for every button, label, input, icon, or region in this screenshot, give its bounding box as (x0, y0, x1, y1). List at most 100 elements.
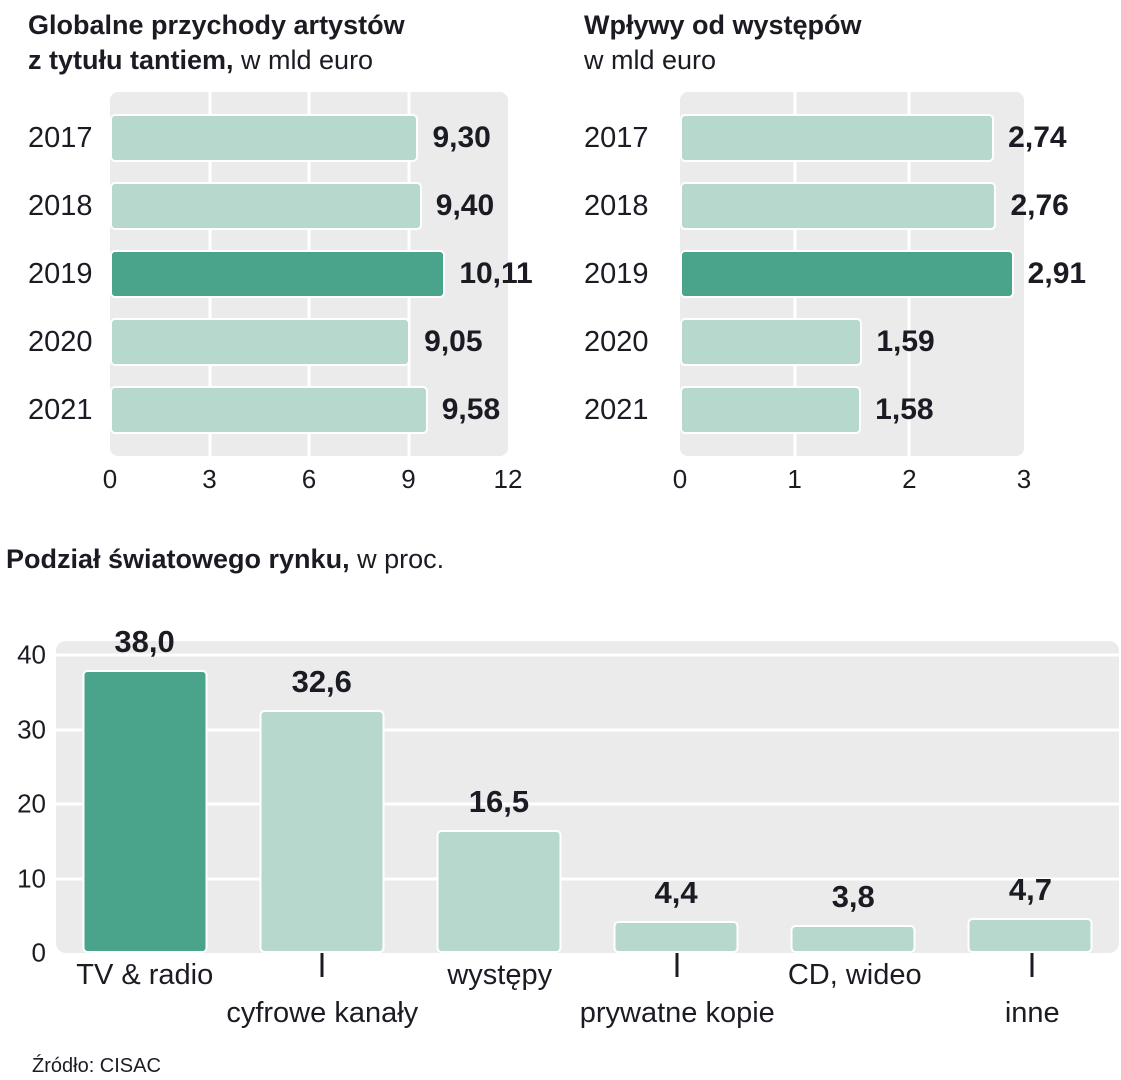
bar-row-2017: 9,30 (110, 104, 508, 172)
gridline-10 (56, 877, 1119, 881)
top-charts-row: Globalne przychody artystów z tytułu tan… (0, 0, 1121, 496)
bar-row-2018: 9,40 (110, 172, 508, 240)
value-label-2018: 2,76 (1010, 189, 1069, 223)
gridline-30 (56, 728, 1119, 732)
value-label-2017: 9,30 (432, 121, 491, 155)
bar-row-2017: 2,74 (680, 104, 1067, 172)
bar-TV & radio (82, 670, 208, 954)
x-axis: 0 1 2 3 (673, 456, 1031, 496)
year-labels-column: 2017 2018 2019 2020 2021 (584, 92, 680, 456)
value-label-2020: 9,05 (424, 325, 483, 359)
row-label-2017: 2017 (28, 121, 93, 154)
category-label-cyfrowe kanały: cyfrowe kanały (226, 997, 419, 1030)
axis-tick-1 (320, 953, 324, 978)
chart-body: 2017 2018 2019 2020 2021 9,30 9,40 10,11 9,05 9,… (28, 92, 533, 457)
bar-2019 (110, 250, 446, 299)
row-label-2020: 2020 (584, 325, 649, 358)
bar-prywatne kopie (613, 920, 739, 954)
plot-panel: 2,74 2,76 2,91 1,59 1,58 (680, 92, 1086, 457)
bar-2018 (110, 182, 422, 231)
plot-panel: 38,0 32,6 16,5 4,4 3,8 4,7 (56, 624, 1119, 954)
chart-unit-label: w mld euro (584, 45, 717, 76)
value-label-2021: 9,58 (441, 393, 501, 427)
value-label-2018: 9,40 (435, 189, 495, 223)
y-tick-label-20: 20 (17, 788, 46, 819)
bar-2020 (680, 318, 863, 367)
bar-row-2021: 9,58 (110, 376, 508, 444)
chart-title-global-royalties: Globalne przychody artystów z tytułu tan… (28, 8, 508, 78)
y-tick-label-0: 0 (31, 937, 46, 968)
x-tick-label-9: 9 (401, 464, 416, 495)
plot-panel: 9,30 9,40 10,11 9,05 9,58 (110, 92, 533, 457)
x-axis: 0 3 6 9 12 (103, 456, 523, 496)
bar-row-2020: 1,59 (680, 308, 1024, 376)
bar-cyfrowe kanały (259, 710, 385, 954)
x-tick-label-0: 0 (102, 464, 118, 495)
row-label-2021: 2021 (28, 393, 93, 426)
value-label-występy: 16,5 (468, 784, 530, 820)
value-label-2019: 10,11 (459, 257, 533, 291)
value-label-2020: 1,59 (876, 325, 935, 359)
y-tick-label-40: 40 (17, 639, 46, 670)
value-label-cyfrowe kanały: 32,6 (291, 664, 352, 700)
chart-title-performance-revenue: Wpływy od występów w mld euro (584, 8, 1024, 78)
chart-body: 0 10 20 30 40 38,0 32,6 16,5 4,4 3,8 4,7 (6, 624, 1121, 968)
chart-unit-label: w mld euro (241, 45, 374, 76)
bar-2019 (680, 250, 1014, 299)
chart-performance-revenue: Wpływy od występów w mld euro 2017 2018 20… (584, 8, 1086, 496)
category-labels-row: TV & radio cyfrowe kanały występy prywatne … (56, 953, 1121, 1053)
y-tick-label-30: 30 (17, 714, 46, 745)
chart-global-royalties: Globalne przychody artystów z tytułu tan… (28, 8, 533, 496)
value-label-CD, wideo: 3,8 (831, 878, 875, 914)
chart-body: 2017 2018 2019 2020 2021 2,74 2,76 2,91 1,59 1,5… (584, 92, 1086, 457)
x-tick-label-12: 12 (493, 464, 523, 495)
category-label-występy: występy (447, 959, 553, 992)
source-note: Źródło: CISAC (32, 1055, 161, 1078)
row-label-2019: 2019 (584, 257, 649, 290)
axis-tick-3 (675, 953, 679, 978)
row-label-2018: 2018 (28, 189, 93, 222)
category-label-prywatne kopie: prywatne kopie (579, 997, 775, 1030)
bar-row-2019: 10,11 (110, 240, 533, 308)
value-label-2017: 2,74 (1008, 121, 1067, 155)
bar-2021 (110, 386, 428, 435)
gridline-40 (56, 653, 1119, 657)
x-tick-label-3: 3 (1016, 464, 1032, 495)
value-label-prywatne kopie: 4,4 (654, 874, 698, 910)
x-tick-label-1: 1 (787, 464, 802, 495)
bar-2017 (110, 114, 419, 163)
chart-title-market-share: Podział światowego rynku, w proc. (6, 542, 1121, 577)
chart-title-bold: Wpływy od występów (584, 10, 862, 40)
value-label-TV & radio: 38,0 (114, 624, 175, 660)
category-label-CD, wideo: CD, wideo (787, 959, 922, 992)
x-tick-label-3: 3 (202, 464, 217, 495)
bar-2021 (680, 386, 862, 435)
chart-market-share: Podział światowego rynku, w proc. 0 10 20 3… (0, 542, 1121, 1053)
row-label-2018: 2018 (584, 189, 649, 222)
value-label-2021: 1,58 (875, 393, 934, 427)
value-label-2019: 2,91 (1027, 257, 1087, 291)
value-label-inne: 4,7 (1008, 872, 1052, 908)
row-label-2020: 2020 (28, 325, 93, 358)
y-tick-label-10: 10 (17, 863, 46, 894)
bar-CD, wideo (790, 924, 916, 954)
chart-title-line2: z tytułu tantiem, w mld euro (28, 43, 508, 78)
bar-row-2020: 9,05 (110, 308, 508, 376)
category-label-inne: inne (1004, 997, 1060, 1030)
bar-występy (436, 830, 562, 954)
y-axis-labels: 0 10 20 30 40 (6, 639, 56, 968)
bar-2017 (680, 114, 995, 163)
bar-inne (967, 918, 1093, 954)
bar-row-2021: 1,58 (680, 376, 1024, 444)
row-label-2019: 2019 (28, 257, 93, 290)
row-label-2021: 2021 (584, 393, 649, 426)
x-tick-label-0: 0 (672, 464, 688, 495)
x-tick-label-2: 2 (902, 464, 917, 495)
x-tick-label-6: 6 (301, 464, 317, 495)
bar-row-2018: 2,76 (680, 172, 1069, 240)
year-labels-column: 2017 2018 2019 2020 2021 (28, 92, 110, 456)
chart-unit-label: w proc. (357, 544, 445, 575)
category-label-TV & radio: TV & radio (76, 959, 214, 992)
bar-2018 (680, 182, 997, 231)
bar-row-2019: 2,91 (680, 240, 1086, 308)
